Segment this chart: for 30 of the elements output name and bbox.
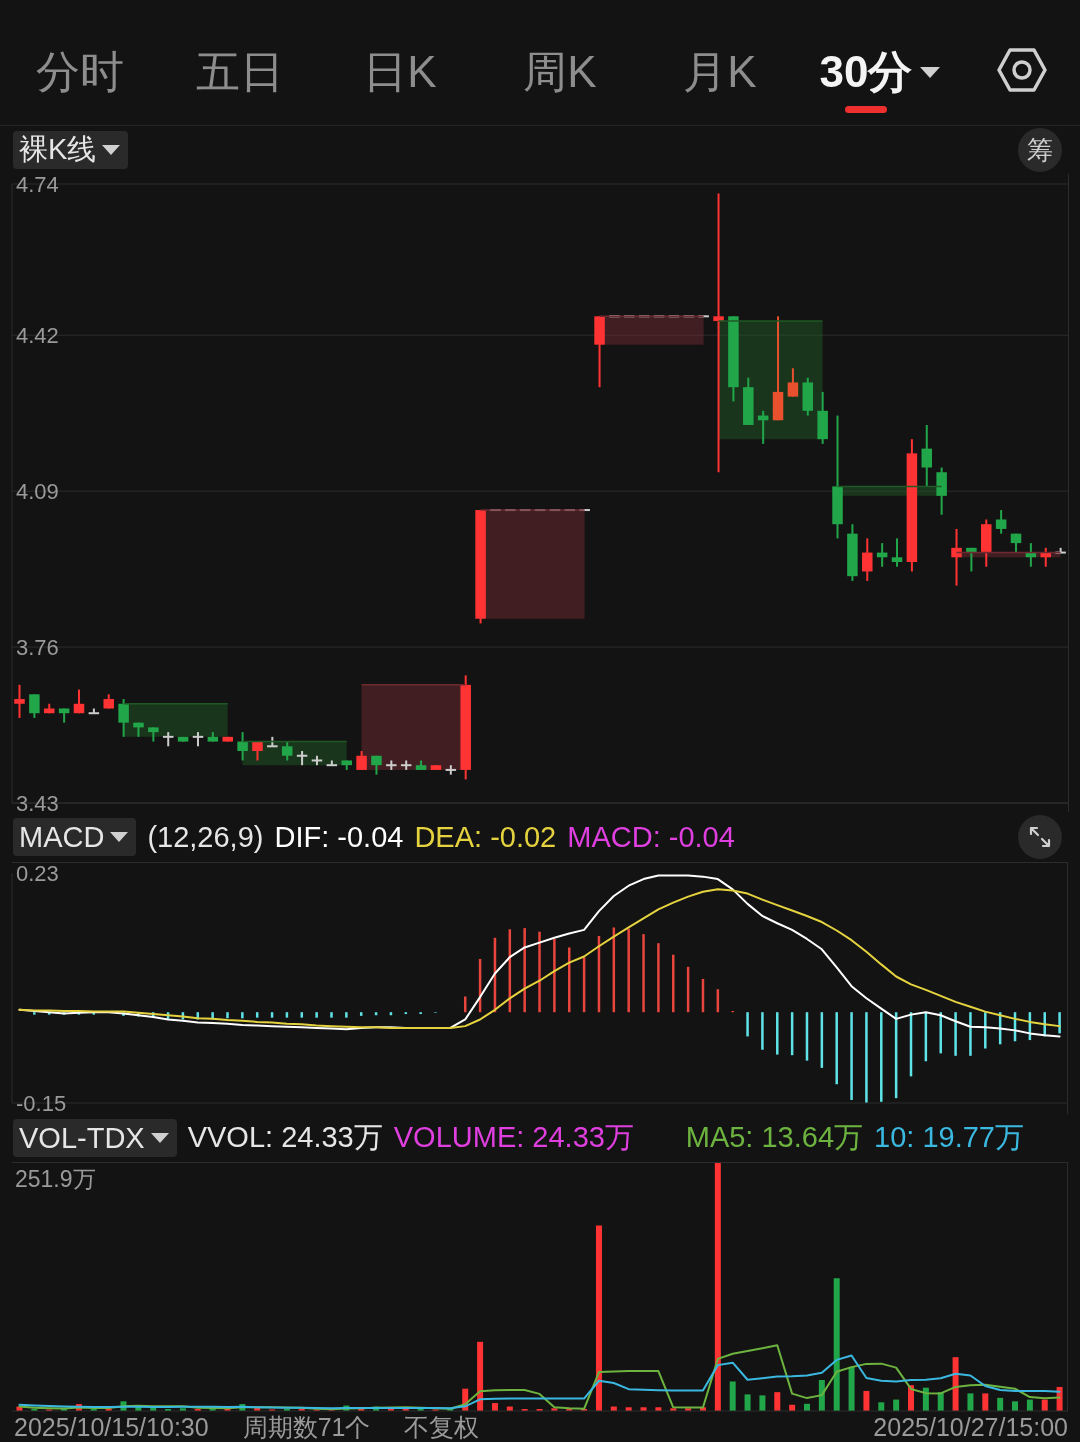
text: VOLUME: 24.33万: [393, 1120, 634, 1155]
y-tick-label: 3.43: [16, 790, 59, 816]
text: MA5: 13.64万: [685, 1120, 864, 1155]
y-tick-label: 3.76: [16, 634, 59, 660]
text: 周K: [523, 47, 597, 97]
text: 10: 19.77万: [874, 1120, 1024, 1155]
text: 筹: [1027, 133, 1053, 167]
text: 日K: [363, 47, 437, 97]
text: 30分: [819, 47, 913, 97]
text: 周期数71个: [242, 1411, 371, 1442]
text: 2025/10/15/10:30: [14, 1412, 209, 1442]
text: DEA: -0.02: [414, 820, 557, 854]
text: 月K: [683, 47, 757, 97]
y-tick-label: 0.23: [16, 860, 59, 886]
text: VVOL: 24.33万: [187, 1120, 383, 1155]
text: 分时: [36, 47, 124, 97]
y-tick-label: -0.15: [16, 1090, 67, 1116]
chart-title: 裸K线: [19, 132, 97, 167]
text: DIF: -0.04: [274, 820, 404, 854]
text: 五日: [196, 47, 284, 97]
text: MACD: -0.04: [567, 820, 735, 854]
text: 2025/10/27/15:00: [873, 1412, 1068, 1442]
y-tick-label: 4.42: [16, 323, 59, 349]
y-tick-label: 4.09: [16, 478, 59, 504]
chart-subtitle: (12,26,9): [147, 820, 264, 854]
chart-title: VOL-TDX: [19, 1121, 145, 1155]
text: 不复权: [404, 1411, 480, 1442]
annotation: 251.9万: [15, 1165, 96, 1194]
y-tick-label: 4.74: [16, 171, 59, 197]
chart-title: MACD: [19, 820, 105, 854]
